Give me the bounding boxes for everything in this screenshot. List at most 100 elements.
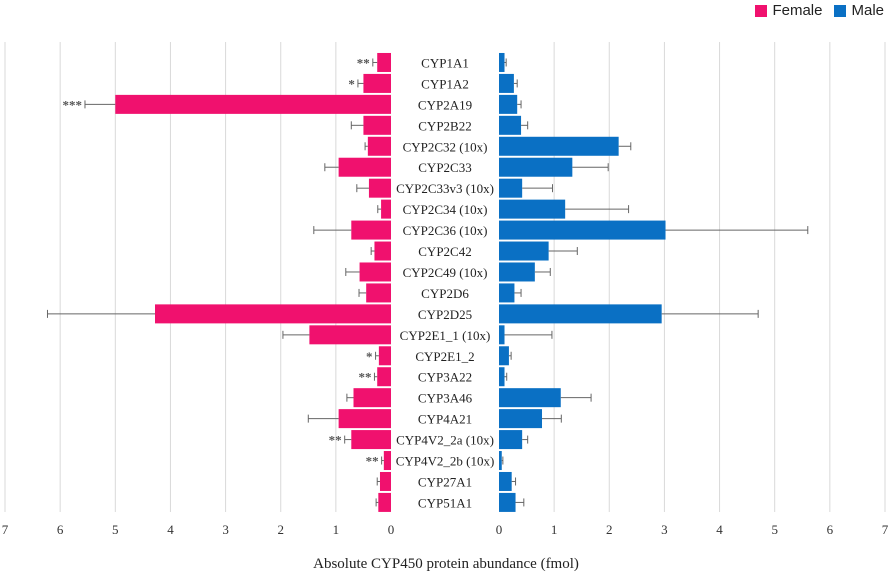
female-bar bbox=[377, 367, 391, 387]
category-label: CYP2D25 bbox=[418, 307, 472, 322]
female-bar bbox=[359, 262, 391, 282]
male-bar bbox=[499, 136, 619, 156]
male-bar bbox=[499, 304, 662, 324]
x-tick-left: 7 bbox=[2, 522, 9, 537]
x-tick-left: 6 bbox=[57, 522, 64, 537]
female-bar bbox=[353, 388, 391, 408]
male-bar bbox=[499, 492, 516, 512]
category-label: CYP2C34 (10x) bbox=[403, 202, 488, 217]
female-bar bbox=[155, 304, 391, 324]
significance-marker: *** bbox=[62, 97, 82, 112]
category-label: CYP2A19 bbox=[418, 97, 472, 112]
female-bar bbox=[378, 346, 391, 366]
category-label: CYP2C33v3 (10x) bbox=[396, 181, 494, 196]
category-label: CYP51A1 bbox=[418, 495, 472, 510]
significance-marker: ** bbox=[329, 433, 342, 448]
category-label: CYP1A2 bbox=[421, 76, 469, 91]
female-bar bbox=[379, 471, 391, 491]
x-tick-right: 6 bbox=[827, 522, 834, 537]
category-labels: CYP1A1 CYP1A2 CYP2A19 CYP2B22 CYP2C32 (10x) C… bbox=[396, 55, 495, 510]
female-bar bbox=[374, 241, 391, 261]
category-label: CYP4V2_2a (10x) bbox=[396, 433, 494, 448]
significance-marker: * bbox=[348, 76, 355, 91]
significance-marker: ** bbox=[357, 55, 370, 70]
male-bar bbox=[499, 471, 512, 491]
female-bar bbox=[363, 73, 391, 93]
category-label: CYP2B22 bbox=[418, 118, 471, 133]
female-bar bbox=[383, 451, 391, 471]
category-label: CYP27A1 bbox=[418, 474, 472, 489]
category-label: CYP3A22 bbox=[418, 370, 472, 385]
gridlines bbox=[4, 42, 886, 512]
female-bar bbox=[368, 178, 391, 198]
female-series: ************* bbox=[46, 52, 392, 512]
female-bar bbox=[351, 430, 391, 450]
x-axis-label: Absolute CYP450 protein abundance (fmol) bbox=[313, 556, 579, 572]
significance-marker: * bbox=[366, 349, 373, 364]
x-tick-left: 0 bbox=[388, 522, 395, 537]
category-label: CYP4A21 bbox=[418, 412, 472, 427]
male-bar bbox=[499, 115, 522, 135]
male-bar bbox=[499, 199, 566, 219]
female-bar bbox=[115, 94, 392, 114]
legend-item-female: Female bbox=[755, 2, 822, 19]
male-bar bbox=[499, 241, 549, 261]
x-tick-right: 5 bbox=[771, 522, 778, 537]
x-tick-left: 3 bbox=[222, 522, 229, 537]
male-bar bbox=[499, 178, 523, 198]
category-label: CYP4V2_2b (10x) bbox=[396, 454, 495, 469]
legend-swatch-male bbox=[834, 4, 847, 17]
male-bar bbox=[499, 283, 515, 303]
legend-item-male: Male bbox=[834, 2, 884, 19]
category-label: CYP2C36 (10x) bbox=[403, 223, 488, 238]
female-bar bbox=[378, 492, 391, 512]
female-bar bbox=[338, 157, 391, 177]
male-bar bbox=[499, 94, 518, 114]
male-bar bbox=[499, 388, 561, 408]
female-bar bbox=[381, 199, 391, 219]
female-bar bbox=[367, 136, 391, 156]
x-tick-right: 2 bbox=[606, 522, 613, 537]
x-tick-left: 5 bbox=[112, 522, 119, 537]
female-bar bbox=[338, 409, 391, 429]
male-bar bbox=[499, 367, 505, 387]
legend-label-female: Female bbox=[772, 2, 823, 19]
x-tick-left: 2 bbox=[277, 522, 284, 537]
category-label: CYP2E1_1 (10x) bbox=[400, 328, 491, 343]
male-bar bbox=[499, 73, 514, 93]
x-tick-right: 7 bbox=[882, 522, 889, 537]
legend-swatch-female bbox=[755, 4, 768, 17]
x-tick-right: 3 bbox=[661, 522, 668, 537]
male-bar bbox=[499, 262, 535, 282]
category-label: CYP1A1 bbox=[421, 55, 469, 70]
category-label: CYP3A46 bbox=[418, 391, 473, 406]
female-bar bbox=[377, 52, 391, 72]
male-bar bbox=[499, 52, 505, 72]
male-bar bbox=[499, 430, 523, 450]
female-bar bbox=[351, 220, 391, 240]
x-axis-ticks: 7 6 5 4 3 2 1 0 0 1 2 3 4 5 6 7 bbox=[2, 522, 889, 537]
female-bar bbox=[363, 115, 391, 135]
x-tick-right: 1 bbox=[551, 522, 558, 537]
legend: Female Male bbox=[743, 2, 884, 19]
x-tick-left: 4 bbox=[167, 522, 174, 537]
category-label: CYP2C49 (10x) bbox=[403, 265, 488, 280]
category-label: CYP2C33 bbox=[418, 160, 471, 175]
category-label: CYP2C32 (10x) bbox=[403, 139, 488, 154]
category-label: CYP2E1_2 bbox=[415, 349, 474, 364]
legend-label-male: Male bbox=[851, 2, 884, 19]
female-bar bbox=[366, 283, 391, 303]
category-label: CYP2D6 bbox=[421, 286, 469, 301]
significance-marker: ** bbox=[358, 370, 371, 385]
male-bar bbox=[499, 451, 502, 471]
x-tick-right: 0 bbox=[496, 522, 503, 537]
male-bar bbox=[499, 157, 573, 177]
male-bar bbox=[499, 346, 509, 366]
male-series bbox=[499, 52, 809, 512]
significance-marker: ** bbox=[366, 454, 379, 469]
category-label: CYP2C42 bbox=[418, 244, 471, 259]
x-tick-right: 4 bbox=[716, 522, 723, 537]
male-bar bbox=[499, 409, 543, 429]
male-bar bbox=[499, 220, 666, 240]
